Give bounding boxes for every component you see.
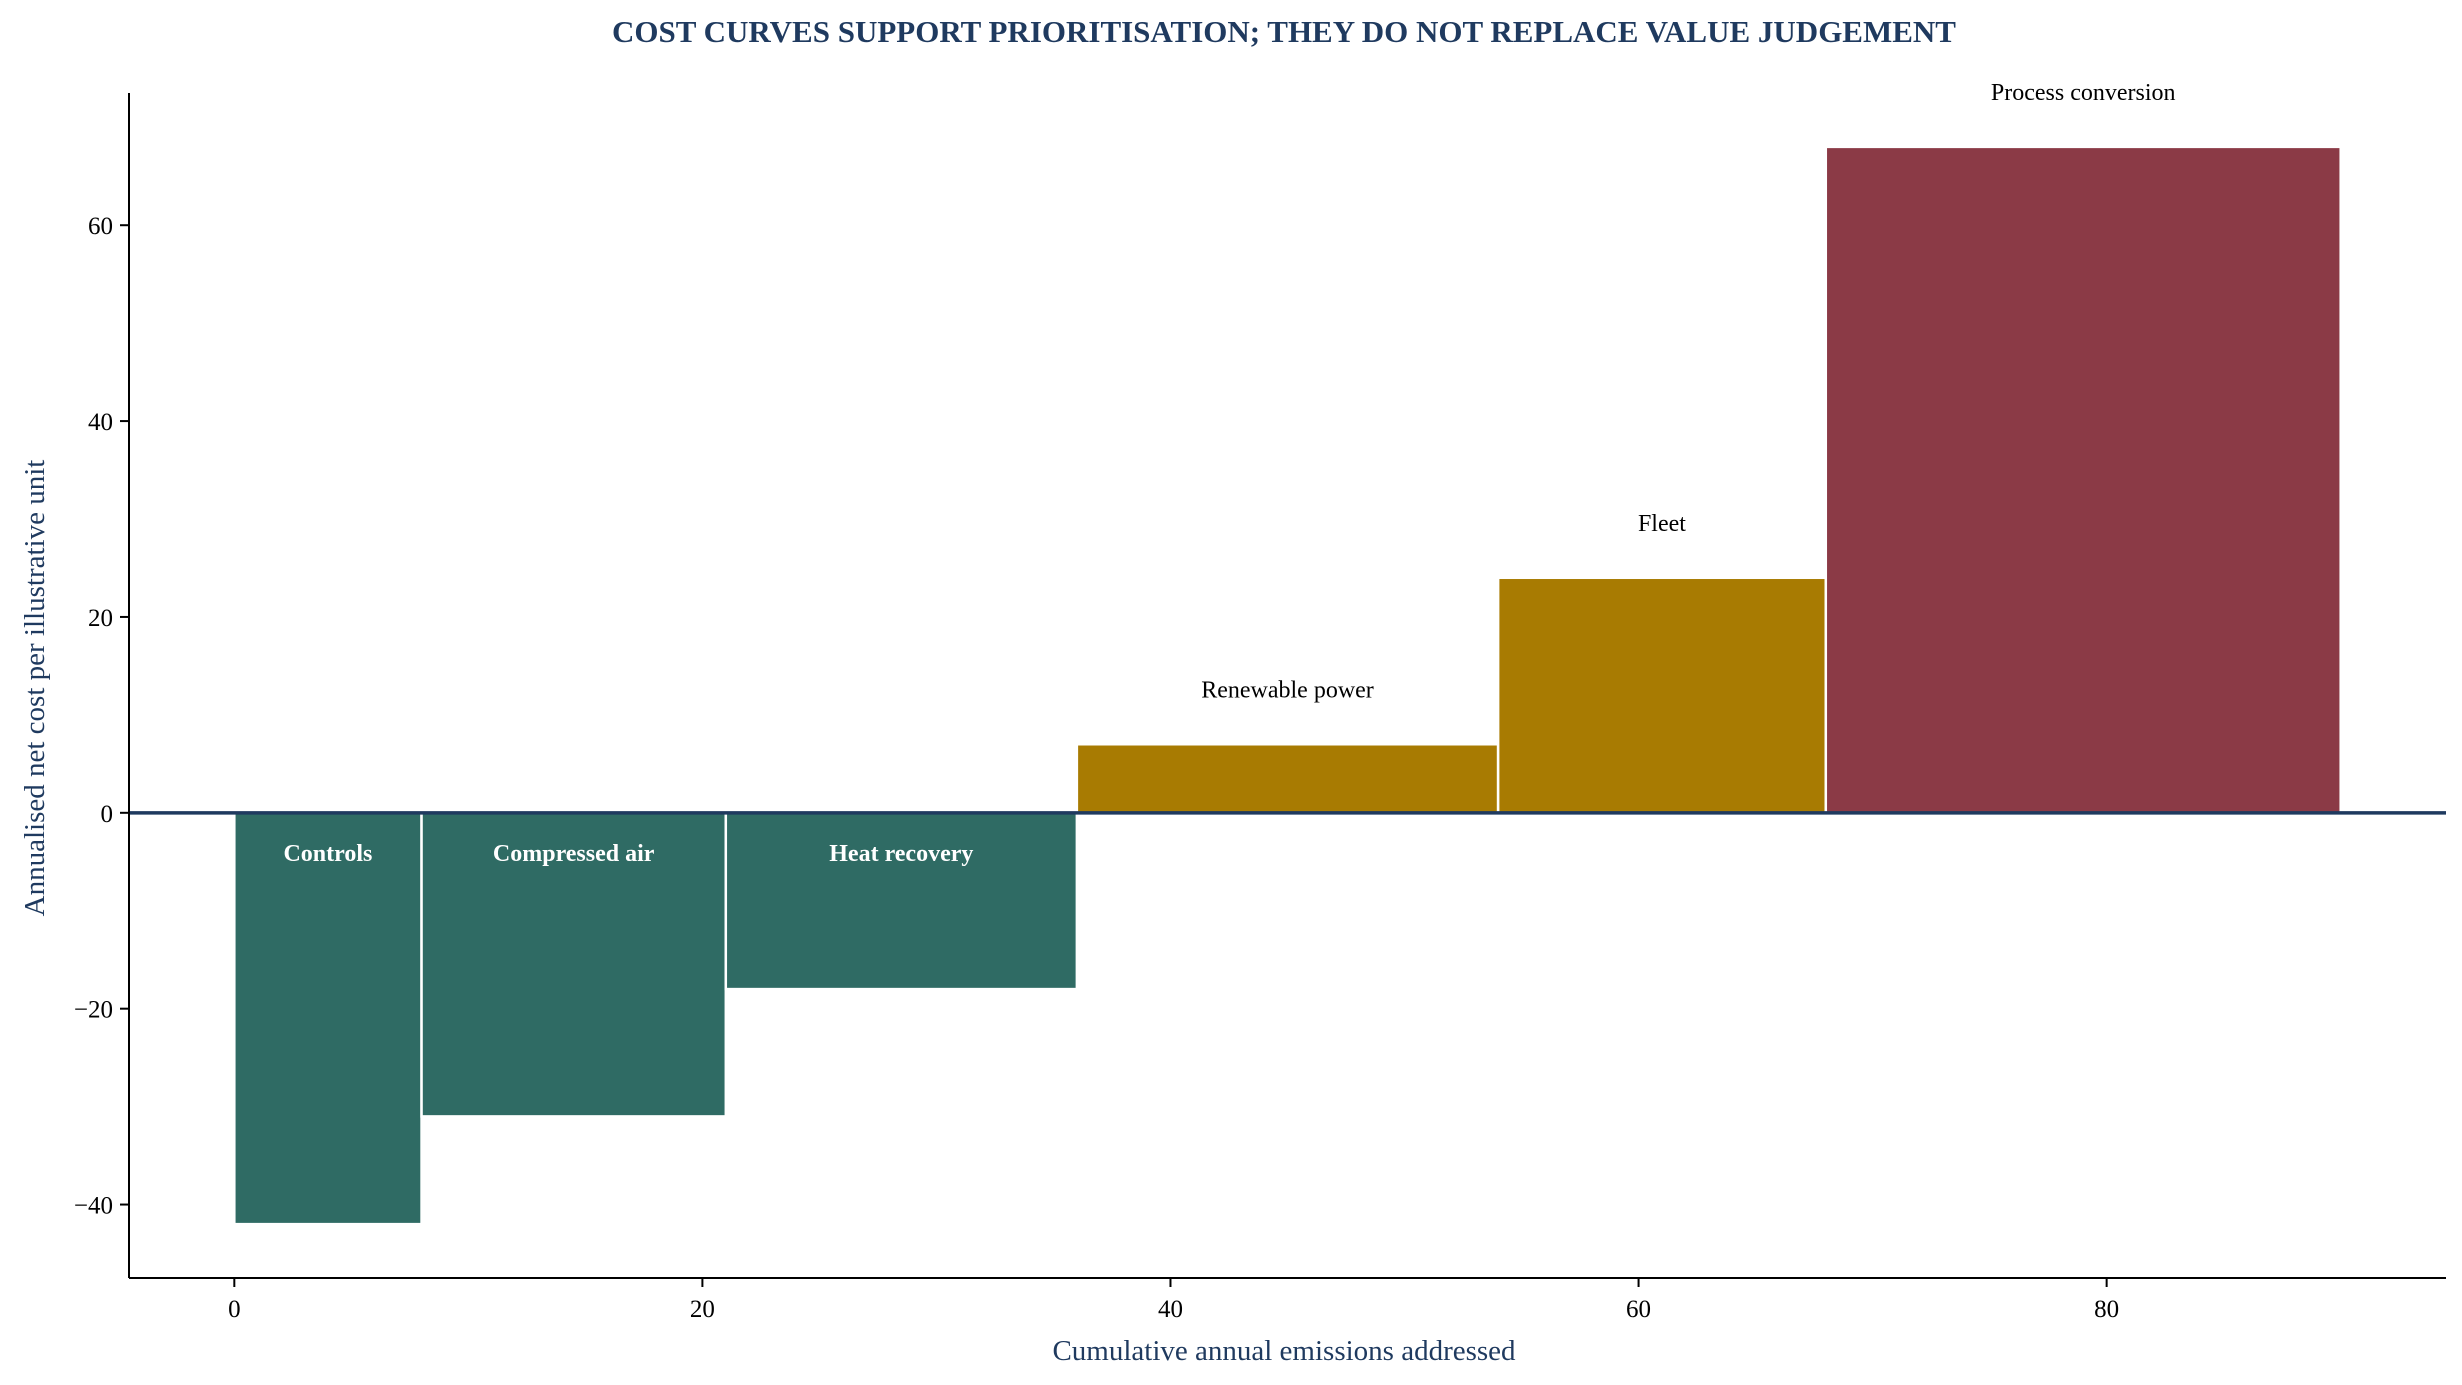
bar-label-3: Renewable power <box>1201 677 1374 703</box>
bar-4 <box>1496 576 1828 815</box>
bar-3 <box>1075 743 1500 815</box>
y-tick-label-3: 20 <box>88 605 113 632</box>
bar-label-4: Fleet <box>1638 511 1686 537</box>
bar-2 <box>724 811 1079 991</box>
x-axis-label: Cumulative annual emissions addressed <box>1052 1335 1516 1367</box>
chart-title: COST CURVES SUPPORT PRIORITISATION; THEY… <box>612 14 1956 49</box>
y-tick-label-1: −20 <box>74 997 113 1024</box>
x-tick-label-3: 60 <box>1626 1296 1651 1323</box>
bar-label-0: Controls <box>283 841 372 867</box>
x-tick-label-1: 20 <box>690 1296 715 1323</box>
axes-layer: 0 20 40 60 80 −40 −20 0 20 40 60 <box>74 93 2446 1323</box>
x-tick-label-2: 40 <box>1158 1296 1183 1323</box>
y-tick-label-2: 0 <box>101 801 114 828</box>
bar-label-2: Heat recovery <box>829 841 973 867</box>
x-tick-label-4: 80 <box>2094 1296 2119 1323</box>
y-tick-label-4: 40 <box>88 409 113 436</box>
bar-label-1: Compressed air <box>493 841 655 867</box>
labels-layer: Controls Compressed air Heat recovery Renew… <box>283 80 2175 867</box>
y-axis-label: Annualised net cost per illustrative uni… <box>19 460 51 917</box>
bars-layer <box>233 145 2342 1226</box>
y-tick-label-0: −40 <box>74 1193 113 1220</box>
x-tick-label-0: 0 <box>228 1296 241 1323</box>
bar-label-5: Process conversion <box>1991 80 2176 106</box>
bar-5 <box>1824 145 2342 815</box>
y-tick-label-5: 60 <box>88 213 113 240</box>
bar-1 <box>420 811 728 1118</box>
bar-0 <box>233 811 423 1226</box>
